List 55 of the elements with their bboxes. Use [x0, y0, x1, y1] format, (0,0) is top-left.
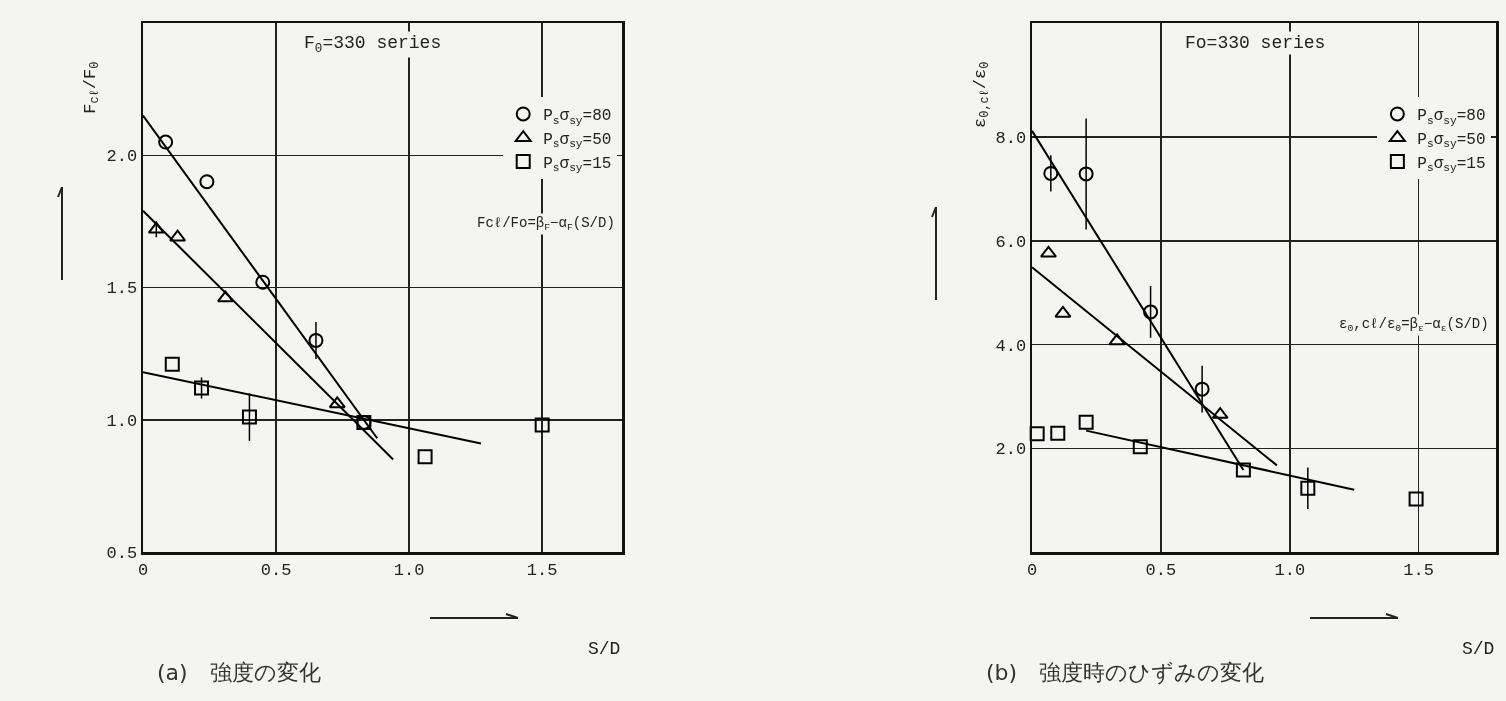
- y-tick-label: 2.0: [106, 147, 138, 167]
- point: [147, 221, 165, 234]
- text: Fo=330 series: [1185, 33, 1326, 53]
- y-tick-label: 4.0: [995, 336, 1027, 356]
- point: [1043, 165, 1059, 181]
- point: [1408, 491, 1424, 507]
- x-axis-title: S/D: [588, 639, 621, 659]
- point: [216, 290, 234, 303]
- y-tick-label: 6.0: [995, 232, 1027, 252]
- x-axis-title: S/D: [1462, 639, 1495, 659]
- annotation: Fcℓ/Fo=β$_{F}$−α$_{F}$(S/D): [477, 215, 615, 233]
- text: (a) 強度の変化: [157, 660, 321, 685]
- text: ε$_{0}$,cℓ/ε$_{0}$=β$_{ε}$−α$_{ε}$(S/D): [1339, 316, 1489, 334]
- x-tick-label: 0: [137, 560, 149, 580]
- point: [1300, 480, 1316, 496]
- point: [534, 417, 550, 433]
- legend-label: P$_{s}$σ$_{sy}$=80: [1417, 107, 1486, 127]
- point: [1132, 439, 1148, 455]
- legend-label: P$_{s}$σ$_{sy}$=80: [543, 107, 612, 127]
- point: [328, 396, 346, 409]
- legend-label: P$_{s}$σ$_{sy}$=50: [1417, 131, 1486, 151]
- point: [1108, 333, 1126, 346]
- point: [169, 229, 187, 242]
- legend-label: P$_{s}$σ$_{sy}$=15: [1417, 154, 1486, 175]
- text: (b) 強度時のひずみの変化: [986, 660, 1265, 685]
- point: [158, 134, 174, 150]
- x-tick-label: 1.0: [393, 560, 425, 580]
- point: [241, 409, 257, 425]
- point: [1054, 305, 1072, 318]
- point: [417, 449, 433, 465]
- y-tick-label: 1.0: [106, 411, 138, 431]
- y-tick-label: 8.0: [995, 129, 1027, 149]
- point: [1194, 381, 1210, 397]
- point: [1078, 414, 1094, 430]
- y-tick-label: 2.0: [995, 440, 1027, 460]
- x-tick-label: 1.0: [1274, 560, 1306, 580]
- x-tick-label: 0: [1026, 560, 1038, 580]
- point: [1235, 462, 1251, 478]
- x-tick-label: 0.5: [1145, 560, 1177, 580]
- point: [255, 274, 271, 290]
- point: [194, 380, 210, 396]
- x-tick-label: 1.5: [1403, 560, 1434, 580]
- legend-label: P$_{s}$σ$_{sy}$=50: [543, 131, 612, 151]
- x-tick-label: 1.5: [526, 560, 558, 580]
- point: [1050, 425, 1066, 441]
- point: [199, 174, 215, 190]
- point: [1078, 166, 1094, 182]
- text: F$_{0}$=330 series: [304, 33, 442, 56]
- y-tick-label: 1.5: [106, 279, 138, 299]
- point: [164, 356, 180, 372]
- y-tick-label: 0.5: [106, 543, 138, 563]
- x-tick-label: 0.5: [260, 560, 292, 580]
- legend-label: P$_{s}$σ$_{sy}$=15: [543, 154, 612, 175]
- point: [1143, 304, 1159, 320]
- point: [308, 332, 324, 348]
